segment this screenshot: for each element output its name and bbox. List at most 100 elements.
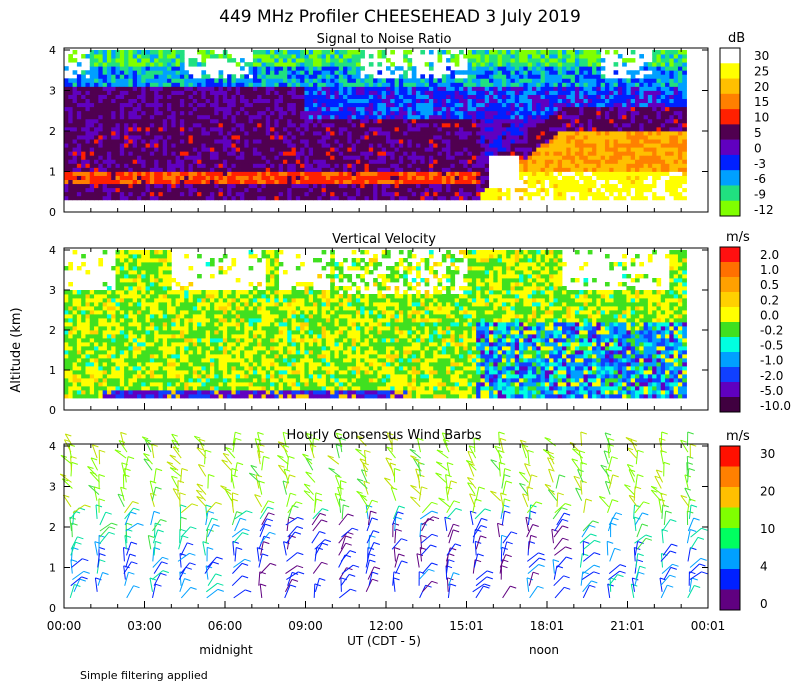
heatmap-cell	[128, 86, 134, 91]
heatmap-cell	[154, 175, 159, 180]
heatmap-cell	[540, 74, 546, 79]
heatmap-cell	[514, 183, 520, 189]
heatmap-cell	[265, 187, 271, 193]
heatmap-cell	[549, 183, 554, 189]
heatmap-cell	[579, 183, 584, 189]
heatmap-cell	[257, 74, 262, 79]
heatmap-cell	[214, 78, 219, 83]
heatmap-cell	[604, 110, 610, 116]
heatmap-cell	[119, 66, 125, 71]
heatmap-cell	[106, 179, 112, 185]
heatmap-cell	[321, 175, 327, 180]
heatmap-cell	[613, 106, 619, 112]
heatmap-cell	[424, 147, 430, 152]
heatmap-cell	[420, 159, 426, 164]
heatmap-cell	[265, 171, 271, 176]
heatmap-cell	[626, 159, 632, 164]
heatmap-cell	[102, 191, 108, 197]
heatmap-cell	[523, 167, 529, 172]
heatmap-cell	[523, 74, 529, 79]
heatmap-cell	[506, 98, 511, 104]
heatmap-cell	[197, 171, 202, 176]
heatmap-cell	[222, 98, 228, 104]
heatmap-cell	[566, 50, 572, 55]
heatmap-cell	[270, 183, 275, 189]
heatmap-cell	[540, 82, 546, 87]
heatmap-cell	[136, 50, 142, 55]
heatmap-cell	[68, 90, 73, 95]
heatmap-cell	[656, 139, 662, 144]
heatmap-cell	[132, 82, 138, 87]
heatmap-cell	[94, 102, 99, 108]
heatmap-cell	[106, 102, 112, 108]
heatmap-cell	[231, 139, 237, 144]
heatmap-cell	[622, 139, 627, 144]
heatmap-cell	[321, 58, 327, 63]
heatmap-cell	[214, 90, 219, 95]
heatmap-cell	[355, 151, 361, 156]
heatmap-cell	[613, 187, 619, 193]
heatmap-cell	[523, 155, 529, 160]
heatmap-cell	[600, 58, 606, 63]
heatmap-cell	[394, 147, 400, 152]
heatmap-cell	[381, 163, 387, 168]
heatmap-cell	[497, 110, 503, 116]
heatmap-cell	[343, 114, 348, 120]
heatmap-cell	[270, 78, 275, 83]
heatmap-cell	[300, 94, 305, 99]
heatmap-cell	[218, 179, 224, 185]
heatmap-cell	[162, 90, 168, 95]
heatmap-cell	[222, 179, 228, 185]
heatmap-cell	[149, 82, 155, 87]
heatmap-cell	[531, 155, 537, 160]
heatmap-cell	[68, 191, 73, 197]
heatmap-cell	[197, 86, 202, 91]
heatmap-cell	[377, 163, 383, 168]
heatmap-cell	[132, 94, 138, 99]
heatmap-cell	[441, 82, 447, 87]
heatmap-cell	[626, 126, 632, 132]
heatmap-cell	[304, 155, 310, 160]
heatmap-cell	[630, 90, 636, 95]
heatmap-cell	[128, 118, 134, 124]
heatmap-cell	[149, 147, 155, 152]
heatmap-cell	[536, 191, 541, 197]
heatmap-cell	[205, 187, 211, 193]
heatmap-cell	[295, 102, 301, 108]
heatmap-cell	[334, 191, 340, 197]
heatmap-cell	[626, 122, 632, 128]
heatmap-cell	[209, 143, 215, 148]
heatmap-cell	[227, 171, 232, 176]
heatmap-cell	[544, 135, 550, 140]
heatmap-cell	[205, 122, 211, 128]
heatmap-cell	[514, 163, 520, 168]
heatmap-cell	[343, 179, 348, 185]
heatmap-cell	[536, 106, 541, 112]
heatmap-cell	[300, 147, 305, 152]
heatmap-cell	[274, 171, 280, 176]
heatmap-cell	[119, 187, 125, 193]
heatmap-cell	[484, 131, 490, 136]
heatmap-cell	[167, 82, 172, 87]
heatmap-cell	[313, 106, 318, 112]
heatmap-cell	[437, 58, 443, 63]
heatmap-cell	[287, 151, 292, 156]
heatmap-cell	[188, 179, 194, 185]
heatmap-cell	[368, 187, 374, 193]
heatmap-cell	[523, 106, 529, 112]
heatmap-cell	[433, 122, 438, 128]
heatmap-cell	[85, 86, 91, 91]
heatmap-cell	[240, 147, 245, 152]
chart-layers: Signal to Noise Ratio01234dB302520151050…	[47, 31, 791, 633]
heatmap-cell	[570, 187, 576, 193]
heatmap-cell	[132, 135, 138, 140]
heatmap-cell	[149, 122, 155, 128]
heatmap-cell	[167, 191, 172, 197]
heatmap-cell	[458, 171, 464, 176]
heatmap-cell	[85, 98, 91, 104]
heatmap-cell	[604, 175, 610, 180]
heatmap-cell	[330, 106, 335, 112]
heatmap-cell	[652, 171, 657, 176]
heatmap-cell	[428, 106, 434, 112]
heatmap-cell	[282, 62, 288, 67]
